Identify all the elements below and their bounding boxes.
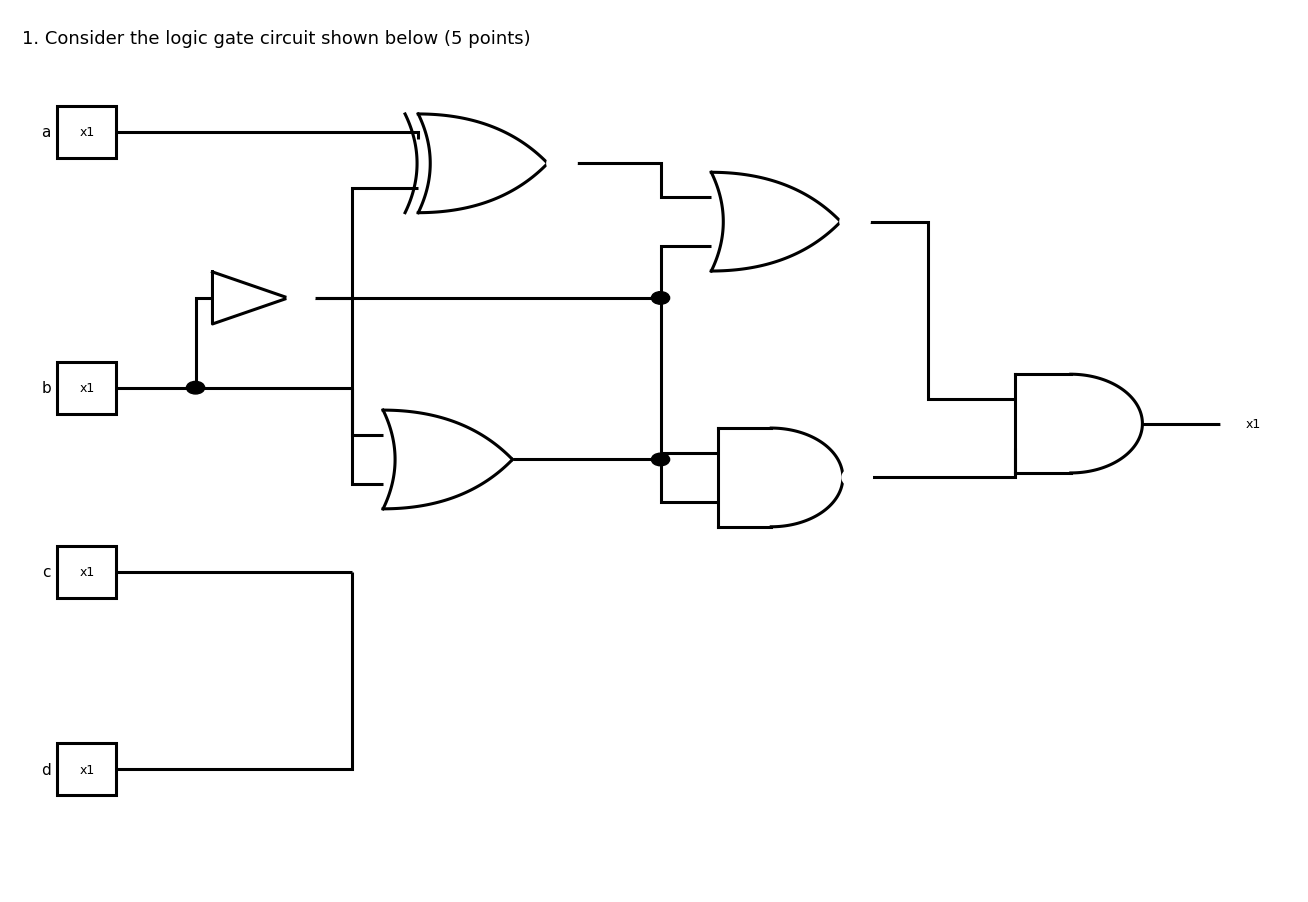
Text: b: b [42,381,51,396]
Text: x1: x1 [80,126,94,139]
Circle shape [548,154,577,174]
FancyBboxPatch shape [58,106,116,159]
Circle shape [841,213,870,233]
Circle shape [1222,402,1284,446]
Text: 1. Consider the logic gate circuit shown below (5 points): 1. Consider the logic gate circuit shown… [22,30,531,48]
Text: x1: x1 [1245,418,1261,430]
Text: x1: x1 [80,566,94,578]
FancyBboxPatch shape [58,546,116,598]
Text: x1: x1 [80,382,94,395]
Circle shape [288,290,314,308]
Text: a: a [42,125,51,140]
Circle shape [651,454,670,466]
Circle shape [187,382,204,394]
FancyBboxPatch shape [58,743,116,796]
Text: c: c [42,565,51,579]
Text: d: d [42,762,51,777]
Circle shape [651,292,670,305]
Circle shape [842,468,871,488]
FancyBboxPatch shape [58,363,116,414]
Text: x1: x1 [80,763,94,776]
